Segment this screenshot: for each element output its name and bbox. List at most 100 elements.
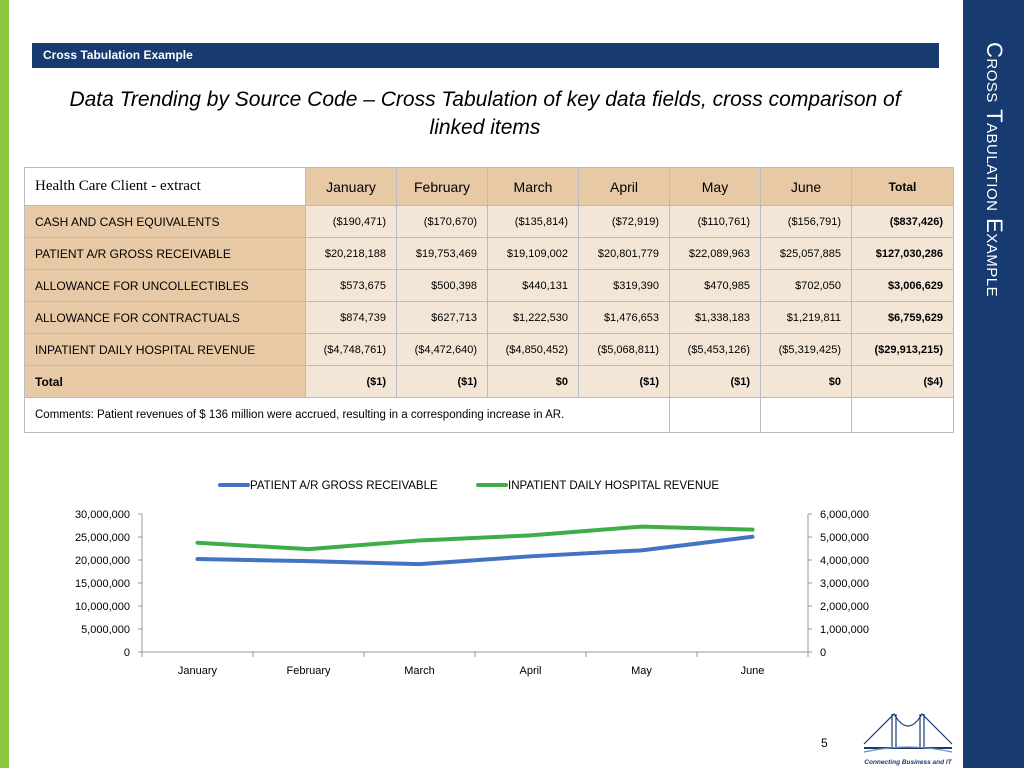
row-total-cell: ($837,426) (851, 205, 954, 238)
table-cell: ($1) (305, 365, 397, 398)
table-cell: ($72,919) (578, 205, 670, 238)
table-cell: $470,985 (669, 269, 761, 302)
table-cell: $22,089,963 (669, 237, 761, 270)
legend-label: INPATIENT DAILY HOSPITAL REVENUE (508, 480, 719, 492)
y-left-tick-label: 5,000,000 (81, 624, 130, 636)
table-cell: $500,398 (396, 269, 488, 302)
comment-row: Comments: Patient revenues of $ 136 mill… (24, 397, 954, 433)
table-row: ALLOWANCE FOR UNCOLLECTIBLES $573,675 $5… (24, 269, 954, 302)
table-cell: ($156,791) (760, 205, 852, 238)
x-tick-label: February (286, 665, 331, 677)
table-cell: ($135,814) (487, 205, 579, 238)
total-row-label: Total (24, 365, 306, 398)
table-row: INPATIENT DAILY HOSPITAL REVENUE ($4,748… (24, 333, 954, 366)
row-total-cell: $3,006,629 (851, 269, 954, 302)
y-left-tick-label: 20,000,000 (75, 555, 130, 567)
y-right-tick-label: 0 (820, 647, 826, 659)
x-tick-label: March (404, 665, 435, 677)
row-label: ALLOWANCE FOR UNCOLLECTIBLES (24, 269, 306, 302)
table-cell: $573,675 (305, 269, 397, 302)
table-cell: $440,131 (487, 269, 579, 302)
line-chart: 0 0 5,000,000 1,000,000 10,000,000 2,000,000 1… (75, 480, 869, 677)
total-row: Total ($1) ($1) $0 ($1) ($1) $0 ($4) (24, 365, 954, 398)
table-cell: $20,218,188 (305, 237, 397, 270)
table-cell: $20,801,779 (578, 237, 670, 270)
series-line (195, 524, 755, 552)
vertical-slide-title: Cross Tabulation Example (982, 42, 1007, 298)
section-label: Cross Tabulation Example (43, 48, 193, 62)
total-header: Total (851, 167, 954, 206)
slide-headline: Data Trending by Source Code – Cross Tab… (69, 88, 901, 139)
x-tick-label: June (741, 665, 765, 677)
y-right-tick-label: 6,000,000 (820, 509, 869, 521)
table-cell: $1,476,653 (578, 301, 670, 334)
month-header: April (578, 167, 670, 206)
y-right-tick-label: 2,000,000 (820, 601, 869, 613)
y-left-tick-label: 0 (124, 647, 130, 659)
table-header-row: Health Care Client - extract January Feb… (24, 167, 954, 206)
table-cell: ($5,453,126) (669, 333, 761, 366)
empty-cell (851, 397, 954, 433)
row-label: ALLOWANCE FOR CONTRACTUALS (24, 301, 306, 334)
y-left-tick-label: 10,000,000 (75, 601, 130, 613)
bridge-logo-icon: Connecting Business and IT (863, 713, 953, 766)
table-cell: $1,219,811 (760, 301, 852, 334)
x-tick-label: April (519, 665, 541, 677)
table-row: CASH AND CASH EQUIVALENTS ($190,471) ($1… (24, 205, 954, 238)
left-accent-bar (0, 0, 9, 768)
row-label: CASH AND CASH EQUIVALENTS (24, 205, 306, 238)
table-cell: $0 (760, 365, 852, 398)
series-line (195, 534, 755, 567)
table-cell: ($170,670) (396, 205, 488, 238)
table-cell: $19,753,469 (396, 237, 488, 270)
row-total-cell: ($29,913,215) (851, 333, 954, 366)
section-header-bar: Cross Tabulation Example (32, 43, 939, 68)
month-header: March (487, 167, 579, 206)
table-cell: $1,222,530 (487, 301, 579, 334)
y-right-tick-label: 3,000,000 (820, 578, 869, 590)
table-cell: ($4,472,640) (396, 333, 488, 366)
comment-text: Comments: Patient revenues of $ 136 mill… (24, 397, 670, 433)
table-cell: ($110,761) (669, 205, 761, 238)
row-label: PATIENT A/R GROSS RECEIVABLE (24, 237, 306, 270)
row-total-cell: $127,030,286 (851, 237, 954, 270)
y-left-tick-label: 15,000,000 (75, 578, 130, 590)
logo-tagline: Connecting Business and IT (864, 759, 952, 766)
x-tick-label: January (178, 665, 218, 677)
empty-cell (760, 397, 852, 433)
empty-cell (669, 397, 761, 433)
table-row: PATIENT A/R GROSS RECEIVABLE $20,218,188… (24, 237, 954, 270)
table-cell: ($1) (396, 365, 488, 398)
table-row: ALLOWANCE FOR CONTRACTUALS $874,739 $627… (24, 301, 954, 334)
table-cell: ($1) (578, 365, 670, 398)
row-total-cell: $6,759,629 (851, 301, 954, 334)
cross-tab-table: Health Care Client - extract January Feb… (24, 167, 954, 433)
table-cell: $319,390 (578, 269, 670, 302)
x-tick-label: May (631, 665, 652, 677)
table-cell: $874,739 (305, 301, 397, 334)
month-header: May (669, 167, 761, 206)
page-number: 5 (821, 736, 828, 750)
y-right-tick-label: 4,000,000 (820, 555, 869, 567)
table-cell: $0 (487, 365, 579, 398)
row-label: INPATIENT DAILY HOSPITAL REVENUE (24, 333, 306, 366)
y-left-tick-label: 25,000,000 (75, 532, 130, 544)
y-left-tick-label: 30,000,000 (75, 509, 130, 521)
legend-label: PATIENT A/R GROSS RECEIVABLE (250, 480, 438, 492)
month-header: June (760, 167, 852, 206)
y-right-tick-label: 5,000,000 (820, 532, 869, 544)
table-cell: $1,338,183 (669, 301, 761, 334)
table-corner-label: Health Care Client - extract (24, 167, 306, 206)
table-cell: $25,057,885 (760, 237, 852, 270)
right-title-panel: Cross Tabulation Example (963, 0, 1024, 768)
month-header: January (305, 167, 397, 206)
table-cell: ($4,748,761) (305, 333, 397, 366)
table-cell: ($4,850,452) (487, 333, 579, 366)
month-header: February (396, 167, 488, 206)
grand-total-cell: ($4) (851, 365, 954, 398)
table-cell: $702,050 (760, 269, 852, 302)
table-cell: ($5,319,425) (760, 333, 852, 366)
table-cell: $627,713 (396, 301, 488, 334)
y-right-tick-label: 1,000,000 (820, 624, 869, 636)
table-cell: ($5,068,811) (578, 333, 670, 366)
